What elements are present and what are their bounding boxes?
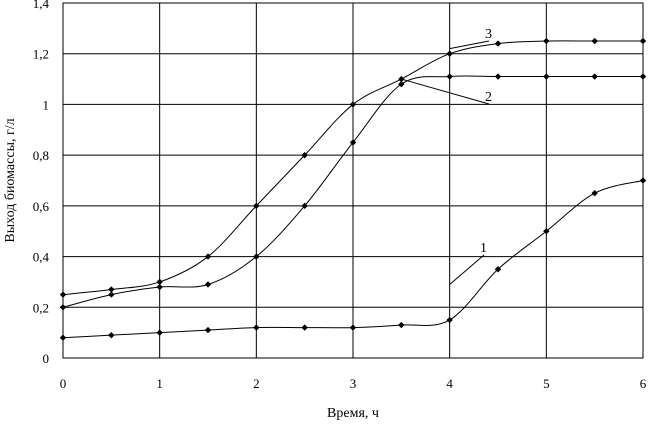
x-axis-title: Время, ч — [327, 406, 379, 421]
data-point-marker — [591, 73, 598, 80]
data-point-marker — [639, 73, 647, 80]
data-point-marker — [349, 324, 357, 331]
data-point-marker — [156, 278, 163, 286]
data-point-marker — [301, 151, 308, 159]
x-tick-labels: 0 1 2 3 4 5 6 — [60, 376, 647, 391]
data-point-marker — [301, 202, 308, 210]
data-point-marker — [59, 334, 67, 341]
data-point-marker — [253, 202, 260, 210]
markers-group — [59, 37, 647, 341]
y-tick-labels: 0 0,2 0,4 0,6 0,8 1 1,2 1,4 — [33, 0, 50, 366]
y-tick-label: 0,6 — [33, 199, 50, 214]
data-point-marker — [639, 37, 647, 45]
curve-label-leader-2 — [401, 78, 490, 105]
data-point-marker — [59, 291, 67, 298]
data-point-marker — [204, 281, 212, 288]
data-point-marker — [349, 101, 357, 108]
x-tick-label: 5 — [543, 376, 550, 391]
data-point-marker — [494, 73, 502, 80]
y-tick-label: 1,2 — [33, 47, 49, 62]
data-point-marker — [639, 177, 647, 184]
data-point-marker — [108, 291, 115, 298]
data-point-marker — [253, 253, 260, 260]
data-point-marker — [204, 326, 212, 334]
data-point-marker — [398, 321, 405, 329]
data-point-marker — [398, 80, 405, 88]
data-point-marker — [446, 316, 453, 324]
x-tick-label: 4 — [446, 376, 453, 391]
data-point-marker — [591, 189, 598, 197]
data-point-marker — [156, 283, 163, 291]
data-point-marker — [446, 73, 453, 80]
data-point-marker — [108, 331, 115, 339]
data-point-marker — [301, 324, 308, 331]
curve-label-leader-3 — [449, 40, 490, 50]
data-point-marker — [204, 253, 212, 260]
grid-lines — [62, 2, 644, 359]
data-point-marker — [108, 286, 115, 293]
y-tick-label: 0,8 — [33, 148, 49, 163]
data-point-marker — [398, 75, 405, 83]
data-point-marker — [494, 266, 502, 273]
curve-label-1: 1 — [480, 241, 487, 256]
x-tick-label: 1 — [156, 376, 163, 391]
x-tick-label: 2 — [253, 376, 260, 391]
data-point-marker — [543, 73, 550, 80]
y-tick-label: 0,4 — [33, 250, 50, 265]
y-tick-label: 1,4 — [33, 0, 50, 11]
curve-label-leader-1 — [449, 254, 485, 285]
data-point-marker — [591, 37, 598, 45]
data-point-marker — [349, 139, 357, 146]
curve-labels-group: 1 2 3 — [401, 27, 492, 285]
data-point-marker — [446, 50, 453, 57]
data-point-marker — [543, 37, 550, 45]
y-tick-label: 0,2 — [33, 300, 49, 315]
y-axis-title: Выход биомассы, г/л — [3, 118, 18, 242]
curve-label-3: 3 — [485, 27, 492, 42]
x-tick-label: 6 — [640, 376, 647, 391]
y-tick-label: 1 — [43, 97, 50, 112]
data-point-marker — [543, 228, 550, 235]
data-point-marker — [59, 304, 67, 311]
data-point-marker — [156, 329, 163, 336]
y-tick-label: 0 — [43, 351, 50, 366]
curve-label-2: 2 — [485, 90, 492, 105]
data-point-marker — [253, 324, 260, 331]
x-tick-label: 3 — [350, 376, 357, 391]
x-tick-label: 0 — [60, 376, 67, 391]
data-point-marker — [494, 40, 502, 47]
